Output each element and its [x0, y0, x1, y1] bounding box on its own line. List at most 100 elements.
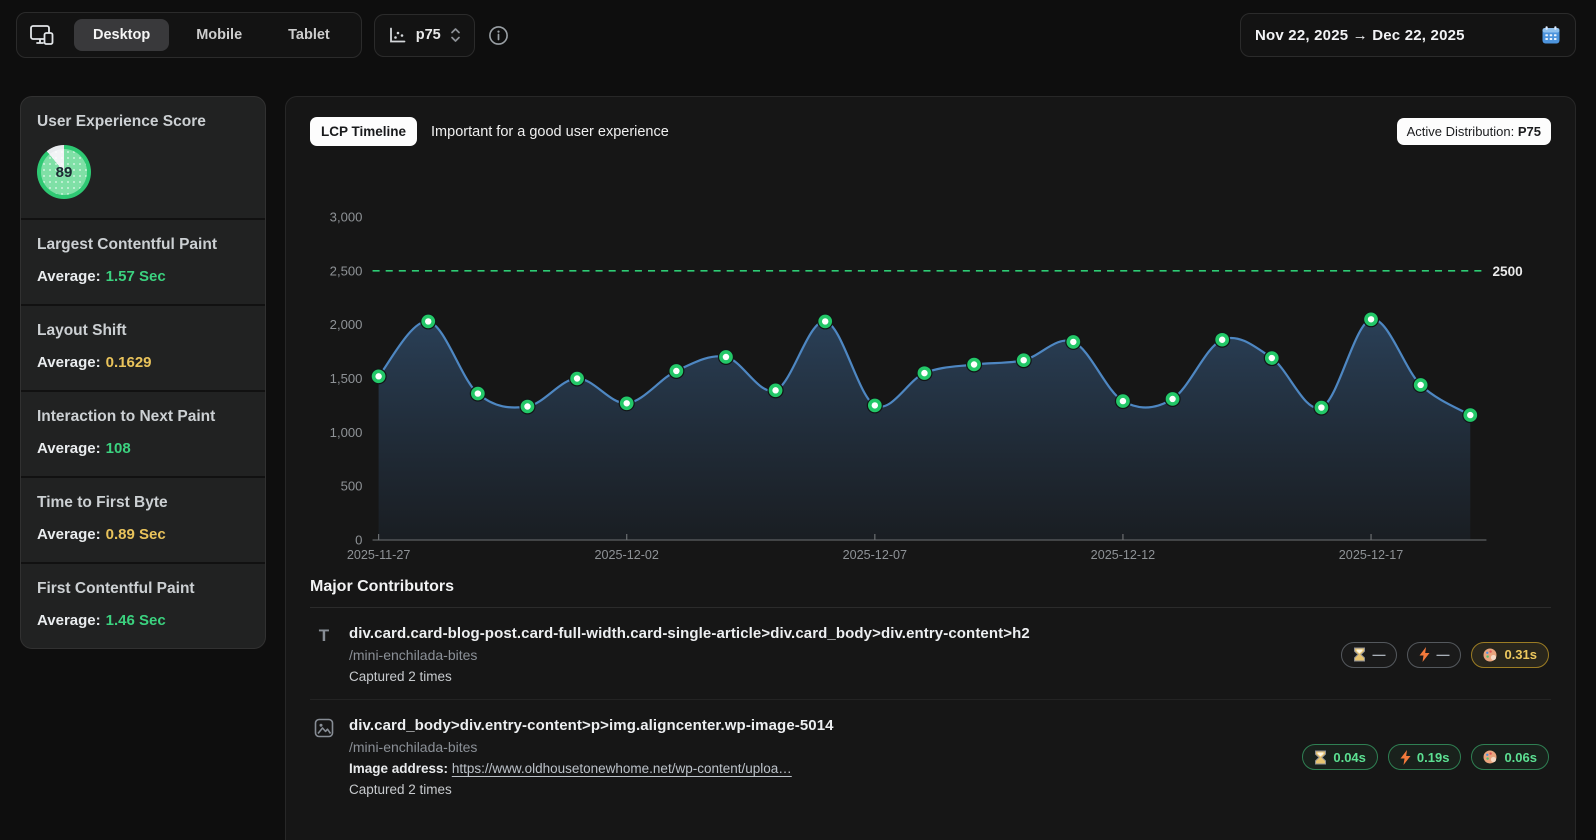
- distribution-value: P75: [1518, 124, 1541, 139]
- data-point[interactable]: [721, 352, 731, 362]
- metric-value: 108: [106, 440, 131, 457]
- badge-value: 0.31s: [1504, 647, 1537, 662]
- data-point[interactable]: [473, 389, 483, 399]
- metric-label: Time to First Byte: [37, 494, 249, 512]
- data-point[interactable]: [1267, 353, 1277, 363]
- active-distribution-badge: Active Distribution: P75: [1397, 118, 1551, 145]
- major-contributors-title: Major Contributors: [310, 578, 1551, 596]
- metric-prefix: Average:: [37, 612, 101, 629]
- x-tick-label: 2025-12-12: [1091, 548, 1155, 562]
- text-element-icon: T: [312, 625, 336, 684]
- date-range-text: Nov 22, 2025 → Dec 22, 2025: [1255, 27, 1465, 44]
- badge-value: —: [1372, 647, 1385, 662]
- data-point[interactable]: [423, 316, 433, 326]
- render-badge: 0.06s: [1471, 744, 1549, 770]
- metric-prefix: Average:: [37, 526, 101, 543]
- calendar-icon[interactable]: [1541, 25, 1561, 45]
- bolt-icon: [1419, 647, 1430, 662]
- data-point[interactable]: [1118, 396, 1128, 406]
- metric-prefix: Average:: [37, 268, 101, 285]
- score-title: User Experience Score: [37, 113, 249, 131]
- data-point[interactable]: [374, 371, 384, 381]
- load-badge: —: [1407, 642, 1461, 668]
- image-element-icon: [312, 717, 336, 797]
- tab-tablet[interactable]: Tablet: [269, 19, 349, 51]
- metric-inp: Interaction to Next Paint Average:108: [21, 390, 265, 476]
- y-tick-label: 1,000: [330, 425, 363, 440]
- metric-prefix: Average:: [37, 354, 101, 371]
- lcp-timeline-card: LCP Timeline Important for a good user e…: [285, 96, 1576, 840]
- contributor-details: div.card_body>div.entry-content>p>img.al…: [349, 717, 834, 797]
- lcp-timeline-badge: LCP Timeline: [310, 117, 417, 146]
- lcp-chart-area[interactable]: 250005001,0001,5002,0002,5003,0002025-11…: [310, 160, 1551, 568]
- score-value: 89: [37, 145, 91, 199]
- data-point[interactable]: [1465, 410, 1475, 420]
- tab-desktop[interactable]: Desktop: [74, 19, 169, 51]
- metric-ttfb: Time to First Byte Average:0.89 Sec: [21, 476, 265, 562]
- scatter-plot-icon: [388, 26, 407, 45]
- ttfb-badge: —: [1341, 642, 1397, 668]
- data-point[interactable]: [1416, 380, 1426, 390]
- area-fill: [379, 319, 1471, 540]
- captured-count: Captured 2 times: [349, 782, 834, 797]
- x-tick-label: 2025-12-17: [1339, 548, 1403, 562]
- info-icon[interactable]: [488, 25, 509, 46]
- data-point[interactable]: [522, 401, 532, 411]
- dashboard-page: Desktop Mobile Tablet p75: [0, 0, 1596, 840]
- x-tick-label: 2025-12-02: [594, 548, 658, 562]
- element-selector: div.card.card-blog-post.card-full-width.…: [349, 625, 1030, 642]
- top-toolbar: Desktop Mobile Tablet p75: [0, 0, 1596, 62]
- data-point[interactable]: [671, 366, 681, 376]
- contributor-row-text-element[interactable]: T div.card.card-blog-post.card-full-widt…: [310, 608, 1551, 699]
- percentile-selector[interactable]: p75: [374, 14, 475, 57]
- badge-value: —: [1436, 647, 1449, 662]
- y-tick-label: 2,000: [330, 317, 363, 332]
- data-point[interactable]: [820, 316, 830, 326]
- major-contributors-section: Major Contributors T div.card.card-blog-…: [310, 578, 1551, 812]
- badge-value: 0.04s: [1333, 750, 1366, 765]
- data-point[interactable]: [1366, 314, 1376, 324]
- page-path: /mini-enchilada-bites: [349, 739, 834, 755]
- data-point[interactable]: [1168, 394, 1178, 404]
- user-experience-score-section: User Experience Score 89: [21, 97, 265, 218]
- metric-lcp: Largest Contentful Paint Average:1.57 Se…: [21, 218, 265, 304]
- lcp-line-chart[interactable]: 250005001,0001,5002,0002,5003,0002025-11…: [310, 160, 1551, 568]
- data-point[interactable]: [1019, 355, 1029, 365]
- image-address-link[interactable]: https://www.oldhousetonewhome.net/wp-con…: [452, 761, 792, 776]
- x-tick-label: 2025-11-27: [347, 548, 411, 562]
- data-point[interactable]: [1068, 337, 1078, 347]
- date-range-picker[interactable]: Nov 22, 2025 → Dec 22, 2025: [1240, 13, 1576, 57]
- data-point[interactable]: [572, 374, 582, 384]
- tab-mobile[interactable]: Mobile: [177, 19, 261, 51]
- metric-fcp: First Contentful Paint Average: 1.46 Sec: [21, 562, 265, 648]
- metric-value: 1.46 Sec: [106, 612, 166, 629]
- render-badge: 0.31s: [1471, 642, 1549, 668]
- percentile-value: p75: [416, 27, 441, 43]
- data-point[interactable]: [771, 385, 781, 395]
- data-point[interactable]: [919, 368, 929, 378]
- x-tick-label: 2025-12-07: [843, 548, 907, 562]
- data-point[interactable]: [870, 400, 880, 410]
- ttfb-badge: 0.04s: [1302, 744, 1378, 770]
- metric-label: First Contentful Paint: [37, 580, 249, 598]
- threshold-label: 2500: [1492, 264, 1522, 279]
- palette-icon: [1483, 648, 1498, 662]
- data-point[interactable]: [1217, 335, 1227, 345]
- image-address-label: Image address:: [349, 761, 448, 776]
- data-point[interactable]: [969, 360, 979, 370]
- element-selector: div.card_body>div.entry-content>p>img.al…: [349, 717, 834, 734]
- y-tick-label: 2,500: [330, 263, 363, 278]
- contributor-row-image-element[interactable]: div.card_body>div.entry-content>p>img.al…: [310, 699, 1551, 812]
- palette-icon: [1483, 750, 1498, 764]
- metric-label: Layout Shift: [37, 322, 249, 340]
- content-area: User Experience Score 89 Largest Content…: [0, 62, 1596, 840]
- distribution-label: Active Distribution:: [1407, 124, 1515, 139]
- data-point[interactable]: [1316, 403, 1326, 413]
- captured-count: Captured 2 times: [349, 669, 1030, 684]
- bolt-icon: [1400, 750, 1411, 765]
- contributor-details: div.card.card-blog-post.card-full-width.…: [349, 625, 1030, 684]
- y-tick-label: 1,500: [330, 371, 363, 386]
- metric-prefix: Average:: [37, 440, 101, 457]
- y-tick-label: 0: [355, 533, 362, 548]
- data-point[interactable]: [622, 398, 632, 408]
